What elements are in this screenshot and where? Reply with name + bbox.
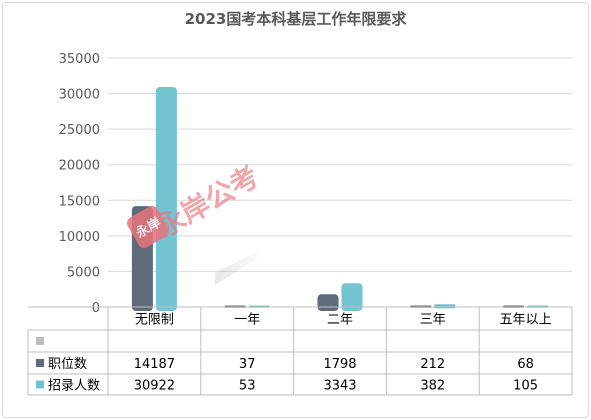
data-label: 212 [420,357,445,372]
category-label: 五年以上 [500,313,552,328]
y-tick-label: 30000 [59,88,100,103]
data-label: 53 [239,379,256,394]
legend-swatch [36,380,44,389]
data-label: 105 [513,379,538,394]
data-label: 30922 [134,379,175,394]
category-label: 三年 [420,313,446,328]
y-tick-label: 25000 [59,123,100,138]
series-name: 职位数 [48,357,87,372]
bar [317,294,339,311]
data-label: 37 [239,357,256,372]
data-label: 3343 [323,379,356,394]
category-label: 二年 [327,313,353,328]
series-name: 招录人数 [48,379,100,394]
y-tick-label: 10000 [59,230,100,245]
category-label: 无限制 [135,313,174,328]
data-label: 382 [420,379,445,394]
chart-title: 2023国考本科基层工作年限要求 [184,10,407,28]
legend-swatch-empty [36,337,44,345]
bar [155,87,177,311]
y-tick-label: 0 [92,301,100,316]
legend-swatch [36,359,44,367]
data-label: 68 [517,357,534,372]
data-label: 1798 [323,357,356,372]
y-tick-label: 35000 [59,52,100,67]
y-tick-label: 5000 [67,265,100,280]
data-label: 14187 [134,357,175,372]
gridlines [108,57,572,308]
category-label: 一年 [234,313,260,328]
y-tick-label: 20000 [59,159,100,174]
bar [434,304,456,309]
y-axis-ticks: 0 5000 10000 15000 20000 25000 30000 35000 [59,52,100,316]
bar [341,283,363,311]
y-tick-label: 15000 [59,194,100,209]
